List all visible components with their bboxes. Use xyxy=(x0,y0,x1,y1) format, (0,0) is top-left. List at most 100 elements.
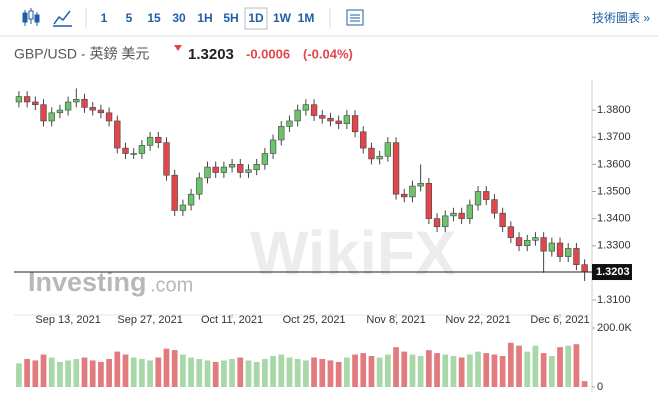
candle-body xyxy=(15,96,23,103)
interval-button[interactable]: 1W xyxy=(273,11,292,25)
volume-bar xyxy=(286,357,293,387)
candle-body xyxy=(433,218,441,228)
candle-body xyxy=(294,109,301,122)
change: -0.0006 xyxy=(246,46,290,61)
volume-bar xyxy=(376,357,383,387)
interval-button[interactable]: 15 xyxy=(147,11,161,25)
candle-body xyxy=(540,237,547,252)
interval-button[interactable]: 30 xyxy=(172,11,186,25)
interval-button[interactable]: 1H xyxy=(197,11,212,25)
y-tick-label: 1.3300 xyxy=(597,240,631,252)
candle-body xyxy=(425,183,433,219)
volume-bar xyxy=(425,350,432,387)
volume-bar xyxy=(458,357,465,387)
list-icon[interactable] xyxy=(346,9,364,26)
volume-bar xyxy=(16,363,22,387)
volume-bar xyxy=(475,351,481,387)
candle-body xyxy=(581,264,588,273)
volume-bar xyxy=(212,361,219,387)
volume-bar xyxy=(270,356,276,387)
volume-bar xyxy=(262,358,268,387)
volume-bar xyxy=(532,345,539,387)
volume-bar xyxy=(155,357,162,387)
last-price-label: 1.3203 xyxy=(596,266,630,278)
volume-bar xyxy=(401,351,408,387)
candle-body xyxy=(187,193,195,206)
candle-body xyxy=(573,248,580,266)
volume-bar xyxy=(466,354,473,387)
candle-body xyxy=(565,248,572,257)
volume-bar xyxy=(540,353,547,387)
volume-bar xyxy=(188,357,194,387)
symbol: GBP/USD - 英鎊 美元 xyxy=(14,46,149,62)
volume-bar xyxy=(557,347,563,387)
candle-body xyxy=(237,164,244,173)
volume-bar xyxy=(57,361,63,387)
candle-body xyxy=(146,136,154,146)
candle-body xyxy=(32,101,39,105)
volume-bar xyxy=(114,351,121,387)
candle-body xyxy=(269,139,277,154)
volume-bar xyxy=(278,354,285,387)
price: 1.3203 xyxy=(188,46,234,63)
interval-button[interactable]: 1M xyxy=(298,11,315,25)
y-tick-label: 1.3100 xyxy=(597,294,631,306)
volume-bar xyxy=(106,358,112,387)
candle-body xyxy=(64,101,72,111)
watermark: WikiFX xyxy=(250,219,456,288)
y-tick-label: 1.3500 xyxy=(597,185,631,197)
volume-bar xyxy=(327,360,334,387)
volume-bar xyxy=(196,358,203,387)
candle-body xyxy=(81,98,88,108)
volume-bar xyxy=(409,354,416,387)
candle-body xyxy=(360,131,367,149)
change-percent: (-0.04%) xyxy=(303,46,353,61)
candle-body xyxy=(228,164,236,168)
candle-body xyxy=(23,96,31,103)
tech-chart-link[interactable]: 技術圖表 » xyxy=(592,11,650,25)
candle-body xyxy=(114,120,121,149)
x-tick-label: Sep 13, 2021 xyxy=(35,314,100,326)
volume-bar xyxy=(311,357,317,387)
candle-body xyxy=(97,109,105,114)
y-tick-label: 1.3400 xyxy=(597,213,631,225)
volume-bar xyxy=(565,345,572,387)
candle-body xyxy=(212,166,219,173)
candle-body xyxy=(409,185,416,198)
volume-bar xyxy=(499,356,506,387)
candle-body xyxy=(122,147,129,154)
volume-bar xyxy=(516,345,522,387)
volume-bar xyxy=(483,353,490,387)
volume-bar xyxy=(581,381,588,387)
area-icon[interactable] xyxy=(53,10,72,27)
candle-body xyxy=(48,112,55,122)
interval-button[interactable]: 1 xyxy=(101,11,108,25)
candle-icon[interactable] xyxy=(22,8,40,26)
volume-bar xyxy=(40,354,47,387)
candle-body xyxy=(417,183,424,187)
candle-body xyxy=(89,107,96,111)
candle-body xyxy=(302,104,310,111)
volume-bar xyxy=(204,360,211,387)
interval-button[interactable]: 5 xyxy=(126,11,133,25)
volume-bar xyxy=(335,361,342,387)
candle-body xyxy=(458,212,465,219)
candle-body xyxy=(220,166,228,173)
interval-button[interactable]: 5H xyxy=(223,11,238,25)
candle-body xyxy=(40,104,47,122)
interval-button[interactable]: 1D xyxy=(248,11,264,25)
candle-body xyxy=(343,115,351,124)
y-tick-label: 1.3800 xyxy=(597,104,631,116)
volume-bar xyxy=(180,354,186,387)
volume-bar xyxy=(303,360,309,387)
x-tick-label: Nov 22, 2021 xyxy=(445,314,510,326)
volume-tick-label: 200.0K xyxy=(597,322,633,334)
volume-tick-label: 0 xyxy=(597,381,603,393)
volume-bar xyxy=(73,358,80,387)
candle-body xyxy=(351,115,359,133)
y-tick-label: 1.3700 xyxy=(597,131,631,143)
x-tick-label: Oct 11, 2021 xyxy=(201,314,263,326)
volume-bar xyxy=(573,344,580,387)
